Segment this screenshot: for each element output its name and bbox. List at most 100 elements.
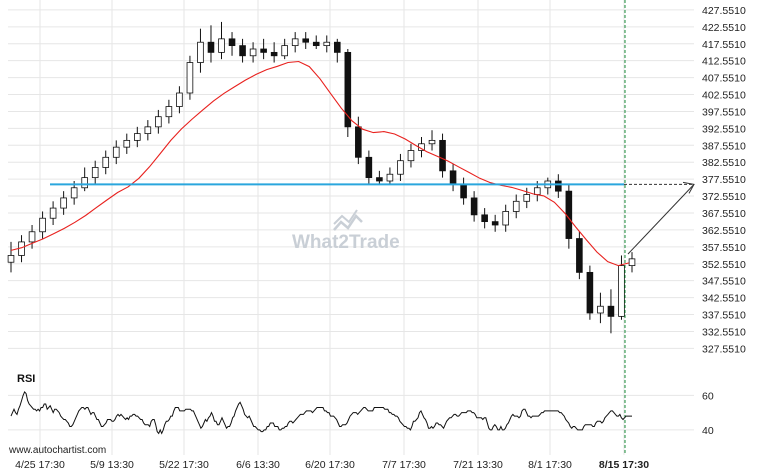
price-tick-label: 337.5510: [702, 310, 746, 322]
candle-body: [207, 41, 215, 53]
price-tick-label: 372.5510: [702, 191, 746, 203]
price-tick-label: 342.5510: [702, 293, 746, 305]
time-axis: 4/25 17:30 5/9 13:30 5/22 17:30 6/6 13:30 6/…: [15, 459, 649, 471]
forecast-projection: [624, 181, 695, 255]
time-tick-label: 5/9 13:30: [90, 459, 134, 471]
candle-body: [628, 258, 636, 267]
candle-body: [81, 177, 88, 189]
candle-body: [312, 41, 320, 47]
price-tick-label: 347.5510: [702, 276, 746, 288]
candle-body: [239, 45, 246, 57]
time-tick-label: 8/1 17:30: [528, 459, 572, 471]
price-tick-label: 417.5510: [702, 39, 746, 51]
watermark: What2Trade: [292, 232, 400, 253]
candle-body: [355, 126, 362, 158]
candle-body: [91, 167, 99, 179]
candle-body: [618, 265, 625, 317]
candle-body: [586, 271, 594, 314]
candle-body: [123, 139, 131, 148]
candle-body: [491, 221, 499, 226]
price-tick-label: 332.5510: [702, 326, 746, 338]
candle-body: [102, 156, 110, 168]
candle-body: [218, 38, 225, 53]
candle-body: [481, 214, 488, 223]
time-tick-label: 4/25 17:30: [15, 459, 65, 471]
price-tick-label: 327.5510: [702, 343, 746, 355]
candle-body: [397, 160, 404, 175]
candle-body: [249, 48, 257, 57]
candle-body: [523, 194, 531, 202]
candle-body: [155, 116, 162, 128]
candle-body: [176, 92, 183, 107]
candle-body: [323, 41, 331, 47]
time-tick-label: 7/21 13:30: [453, 459, 503, 471]
candle-body: [165, 106, 173, 118]
price-tick-label: 392.5510: [702, 123, 746, 135]
candle-body: [502, 211, 509, 226]
watermark-logo-icon: [333, 209, 363, 231]
price-tick-label: 402.5510: [702, 90, 746, 102]
candle-body: [302, 38, 310, 43]
rsi-line: [10, 390, 632, 435]
price-tick-label: 377.5510: [702, 174, 746, 186]
time-tick-label: 5/22 17:30: [159, 459, 209, 471]
candle-body: [7, 255, 15, 263]
candle-body: [365, 156, 373, 179]
candle-body: [60, 197, 67, 209]
candle-body: [112, 146, 120, 158]
rsi-pane-label: RSI: [17, 373, 35, 385]
candle-body: [576, 238, 583, 273]
candle-body: [597, 305, 604, 314]
price-axis: 427.5510 422.5510 417.5510 412.5510 407.5510…: [702, 5, 746, 355]
candle-body: [291, 38, 299, 47]
candle-body: [470, 197, 478, 216]
candlestick-series: [7, 21, 636, 334]
candle-body: [270, 51, 278, 57]
candle-body: [555, 180, 562, 192]
price-tick-label: 422.5510: [702, 22, 746, 34]
candle-body: [449, 170, 457, 185]
price-tick-label: 367.5510: [702, 208, 746, 220]
forecast-arrow-line: [627, 184, 695, 255]
candle-body: [228, 38, 236, 47]
candle-body: [134, 133, 141, 141]
candle-body: [197, 41, 204, 63]
candle-body: [428, 139, 436, 145]
candle-body: [49, 207, 57, 219]
candle-body: [260, 48, 267, 53]
price-tick-label: 407.5510: [702, 73, 746, 85]
candle-body: [407, 150, 415, 162]
rsi-axis: 60 40: [702, 390, 714, 437]
price-tick-label: 382.5510: [702, 157, 746, 169]
arrowhead-icon: [682, 181, 695, 194]
candle-body: [460, 183, 467, 199]
price-tick-label: 412.5510: [702, 56, 746, 68]
candle-body: [439, 139, 446, 172]
candle-body: [376, 177, 383, 182]
time-tick-label: 6/6 13:30: [236, 459, 280, 471]
price-tick-label: 362.5510: [702, 225, 746, 237]
time-tick-label: 6/20 17:30: [305, 459, 355, 471]
candle-body: [144, 126, 152, 135]
price-tick-label: 427.5510: [702, 5, 746, 17]
candle-body: [607, 305, 615, 317]
source-label: www.autochartist.com: [8, 445, 106, 456]
candle-body: [281, 45, 288, 57]
candle-body: [512, 200, 520, 212]
price-tick-label: 357.5510: [702, 242, 746, 254]
rsi-tick-label: 40: [702, 425, 714, 437]
rsi-tick-label: 60: [702, 390, 714, 402]
candle-body: [28, 231, 36, 243]
candle-body: [39, 217, 46, 233]
candle-body: [344, 51, 352, 128]
price-tick-label: 352.5510: [702, 259, 746, 271]
time-tick-label: 7/7 17:30: [382, 459, 426, 471]
grid-lines: [8, 0, 694, 455]
price-tick-label: 387.5510: [702, 140, 746, 152]
candle-body: [186, 62, 194, 94]
candle-body: [333, 41, 341, 53]
candle-body: [70, 187, 78, 199]
time-tick-label: 8/15 17:30: [599, 459, 649, 471]
price-tick-label: 397.5510: [702, 106, 746, 118]
